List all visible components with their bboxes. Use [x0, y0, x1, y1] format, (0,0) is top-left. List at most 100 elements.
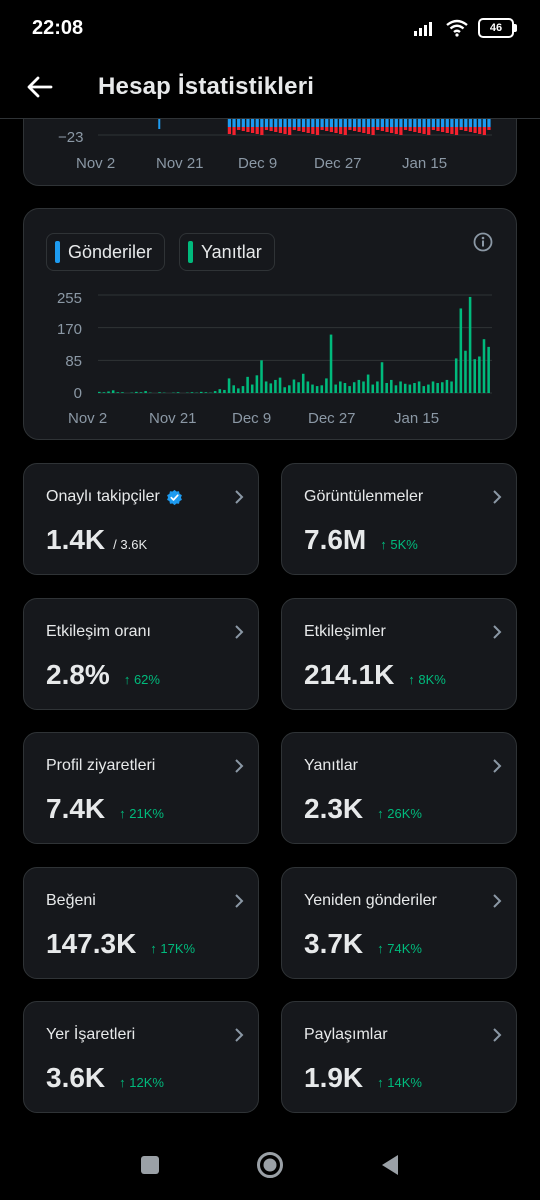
chart-bar	[260, 360, 263, 393]
top-chart-bar-negative	[441, 127, 445, 132]
legend-posts[interactable]: Gönderiler	[46, 233, 166, 271]
chart-bar	[111, 390, 115, 393]
top-chart-bar-negative	[237, 127, 241, 130]
top-chart-bar-negative	[306, 127, 310, 133]
chart-bar	[487, 346, 490, 393]
stat-value: 3.6K	[46, 1062, 106, 1093]
back-nav-button[interactable]	[375, 1150, 405, 1180]
chart-bar	[441, 382, 444, 393]
stat-card-impressions[interactable]: Görüntülenmeler 7.6M ↑ 5K%	[281, 463, 517, 575]
chart-bar	[135, 391, 138, 393]
replies-swatch	[188, 241, 193, 263]
stat-value-row: 3.6K ↑ 12K%	[46, 1062, 164, 1094]
home-button[interactable]	[255, 1150, 285, 1180]
chart-bar	[482, 339, 486, 393]
top-chart-bar	[315, 119, 320, 127]
top-chart-bar	[274, 119, 278, 127]
stat-card-engagements[interactable]: Etkileşimler 214.1K ↑ 8K%	[281, 598, 517, 710]
system-nav-bar	[0, 1130, 540, 1200]
top-chart-bar	[408, 119, 412, 127]
chart-bar	[139, 392, 143, 393]
chart-bar	[339, 381, 342, 393]
stat-card-shares[interactable]: Paylaşımlar 1.9K ↑ 14K%	[281, 1001, 517, 1113]
chevron-right-icon	[235, 894, 244, 908]
chart-bar	[408, 384, 412, 393]
stat-value-row: 147.3K ↑ 17K%	[46, 928, 195, 960]
legend-posts-label: Gönderiler	[68, 241, 153, 262]
top-chart-bar	[403, 119, 408, 127]
top-chart-bar-negative	[487, 127, 491, 130]
stat-value-row: 3.7K ↑ 74K%	[304, 928, 422, 960]
chart-bar	[362, 381, 365, 393]
chart-bar	[329, 334, 333, 393]
top-chart-bar-negative	[450, 127, 454, 134]
chart-bar	[385, 383, 388, 393]
status-icons: 46	[414, 18, 517, 38]
chart-bar	[334, 384, 337, 393]
top-x-label: Dec 9	[238, 155, 277, 172]
stat-card-engagement-rate[interactable]: Etkileşim oranı 2.8% ↑ 62%	[23, 598, 259, 710]
top-chart-bar	[394, 119, 398, 127]
stat-card-bookmarks[interactable]: Yer İşaretleri 3.6K ↑ 12K%	[23, 1001, 259, 1113]
top-chart-bar	[292, 119, 296, 127]
chart-bar	[255, 375, 259, 393]
chart-bar	[107, 391, 110, 393]
top-chart-bar-negative	[241, 127, 245, 131]
top-chart-bar	[371, 119, 375, 127]
top-chart-bar	[320, 119, 324, 127]
top-chart-bar-negative	[274, 127, 278, 132]
stat-change: ↑ 26K%	[377, 806, 422, 821]
chart-bar	[311, 384, 314, 393]
chart-bar	[422, 386, 426, 393]
chart-bar	[218, 389, 222, 393]
y-tick-label: 170	[57, 321, 82, 338]
chart-bar	[380, 362, 384, 393]
legend-replies[interactable]: Yanıtlar	[179, 233, 275, 271]
stat-label: Etkileşimler	[304, 623, 386, 640]
chart-bar	[102, 392, 106, 393]
stat-card-replies[interactable]: Yanıtlar 2.3K ↑ 26K%	[281, 732, 517, 844]
chart-bar	[450, 381, 453, 393]
stat-change: ↑ 74K%	[377, 941, 422, 956]
top-chart-bar-negative	[343, 127, 347, 135]
top-chart-bar	[362, 119, 366, 127]
stat-card-likes[interactable]: Beğeni 147.3K ↑ 17K%	[23, 867, 259, 979]
chart-bar	[478, 356, 481, 393]
circle-icon	[257, 1152, 283, 1178]
top-chart-bar	[334, 119, 338, 127]
back-button[interactable]	[20, 67, 60, 107]
chevron-right-icon	[493, 894, 502, 908]
chart-bar	[237, 388, 240, 393]
top-chart-bar	[288, 119, 292, 127]
stat-value: 214.1K	[304, 659, 395, 690]
top-chart-bar-negative	[301, 127, 306, 132]
top-chart-bar	[431, 119, 435, 127]
stat-card-reposts[interactable]: Yeniden gönderiler 3.7K ↑ 74K%	[281, 867, 517, 979]
top-chart-bar	[473, 119, 477, 127]
recents-button[interactable]	[135, 1150, 165, 1180]
chart-bar	[445, 379, 449, 393]
top-chart-bar	[380, 119, 384, 127]
info-icon[interactable]	[472, 231, 494, 253]
x-tick-label: Nov 2	[68, 410, 107, 427]
top-chart-bar-negative	[334, 127, 338, 133]
top-chart-bar	[352, 119, 357, 127]
chart-bar	[232, 385, 235, 393]
top-x-label: Dec 27	[314, 155, 362, 172]
stat-value: 7.6M	[304, 524, 367, 555]
chart-bar	[315, 386, 319, 393]
top-chart-bar-negative	[399, 127, 403, 135]
stat-card-profile-visits[interactable]: Profil ziyaretleri 7.4K ↑ 21K%	[23, 732, 259, 844]
chart-bar	[98, 391, 101, 393]
chevron-right-icon	[493, 759, 502, 773]
top-chart-bar	[297, 119, 301, 127]
stat-value-row: 7.6M ↑ 5K%	[304, 524, 418, 556]
chevron-right-icon	[235, 1028, 244, 1042]
chart-bar	[399, 381, 402, 393]
stat-card-verified-followers[interactable]: Onaylı takipçiler 1.4K / 3.6K	[23, 463, 259, 575]
chart-bar	[250, 384, 254, 393]
chart-bar	[325, 378, 328, 393]
posts-swatch	[55, 241, 60, 263]
top-chart-bar-negative	[292, 127, 296, 130]
stat-label: Profil ziyaretleri	[46, 757, 156, 774]
